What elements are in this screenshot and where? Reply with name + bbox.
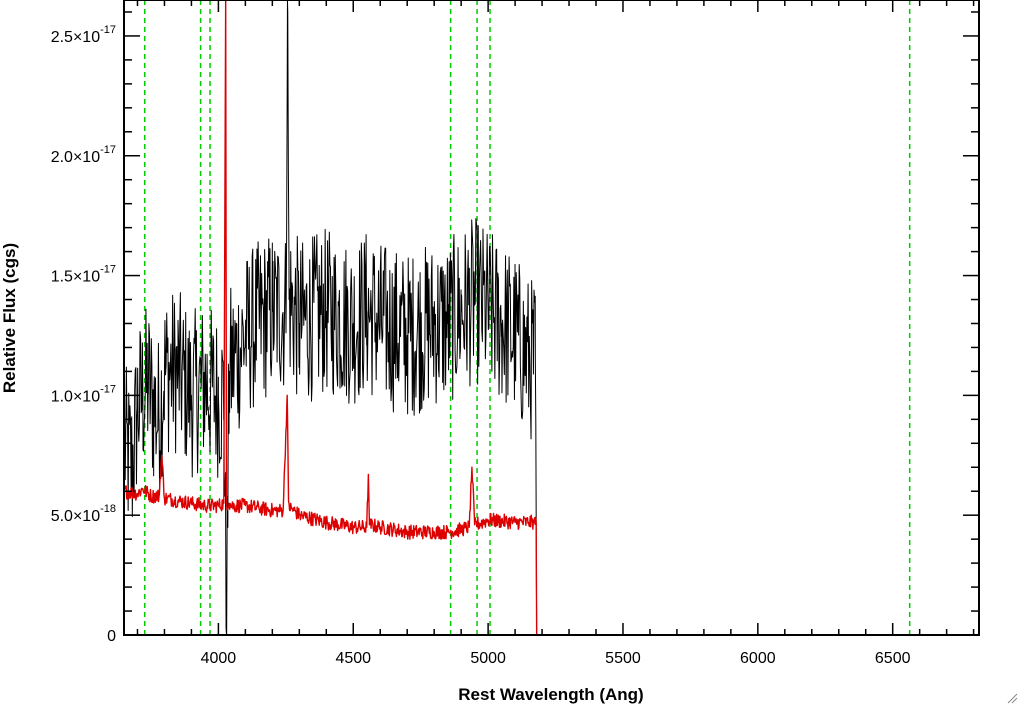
y-tick-label: 1.0×10-17 [51, 383, 116, 405]
spectrum-line-red [124, 0, 979, 635]
x-tick-label: 6000 [740, 650, 776, 667]
x-tick-label: 4500 [335, 650, 371, 667]
spectrum-series [124, 0, 979, 635]
x-tick-label: 5000 [470, 650, 506, 667]
y-tick-mantissa: 1.0×10 [51, 388, 100, 405]
plot-frame [123, 0, 980, 636]
y-tick-mantissa: 5.0×10 [51, 508, 100, 525]
x-axis-label: Rest Wavelength (Ang) [458, 685, 643, 704]
y-tick-exponent: -18 [100, 503, 116, 515]
y-tick-label: 1.5×10-17 [51, 264, 116, 286]
x-axis-ticks: 4000 4500 5000 5500 6000 6500 [136, 0, 975, 667]
x-tick-label: 6500 [875, 650, 911, 667]
y-tick-mantissa: 2.5×10 [51, 29, 100, 46]
y-tick-mantissa: 2.0×10 [51, 149, 100, 166]
y-tick-label: 5.0×10-18 [51, 503, 116, 525]
spectrum-line-black [124, 0, 538, 635]
x-tick-label: 4000 [201, 650, 237, 667]
y-tick-exponent: -17 [100, 383, 116, 395]
y-tick-label: 2.0×10-17 [51, 144, 116, 166]
y-tick-exponent: -17 [100, 144, 116, 156]
y-tick-label: 2.5×10-17 [51, 24, 116, 46]
x-tick-label: 5500 [605, 650, 641, 667]
resize-grip-icon[interactable] [1006, 692, 1018, 704]
y-tick-label: 0 [107, 628, 116, 645]
y-axis-ticks: 05.0×10-181.0×10-171.5×10-172.0×10-172.5… [51, 11, 979, 645]
y-tick-exponent: -17 [100, 264, 116, 276]
y-tick-mantissa: 1.5×10 [51, 269, 100, 286]
y-tick-mantissa: 0 [107, 628, 116, 645]
y-axis-label: Relative Flux (cgs) [0, 243, 19, 393]
y-tick-exponent: -17 [100, 24, 116, 36]
